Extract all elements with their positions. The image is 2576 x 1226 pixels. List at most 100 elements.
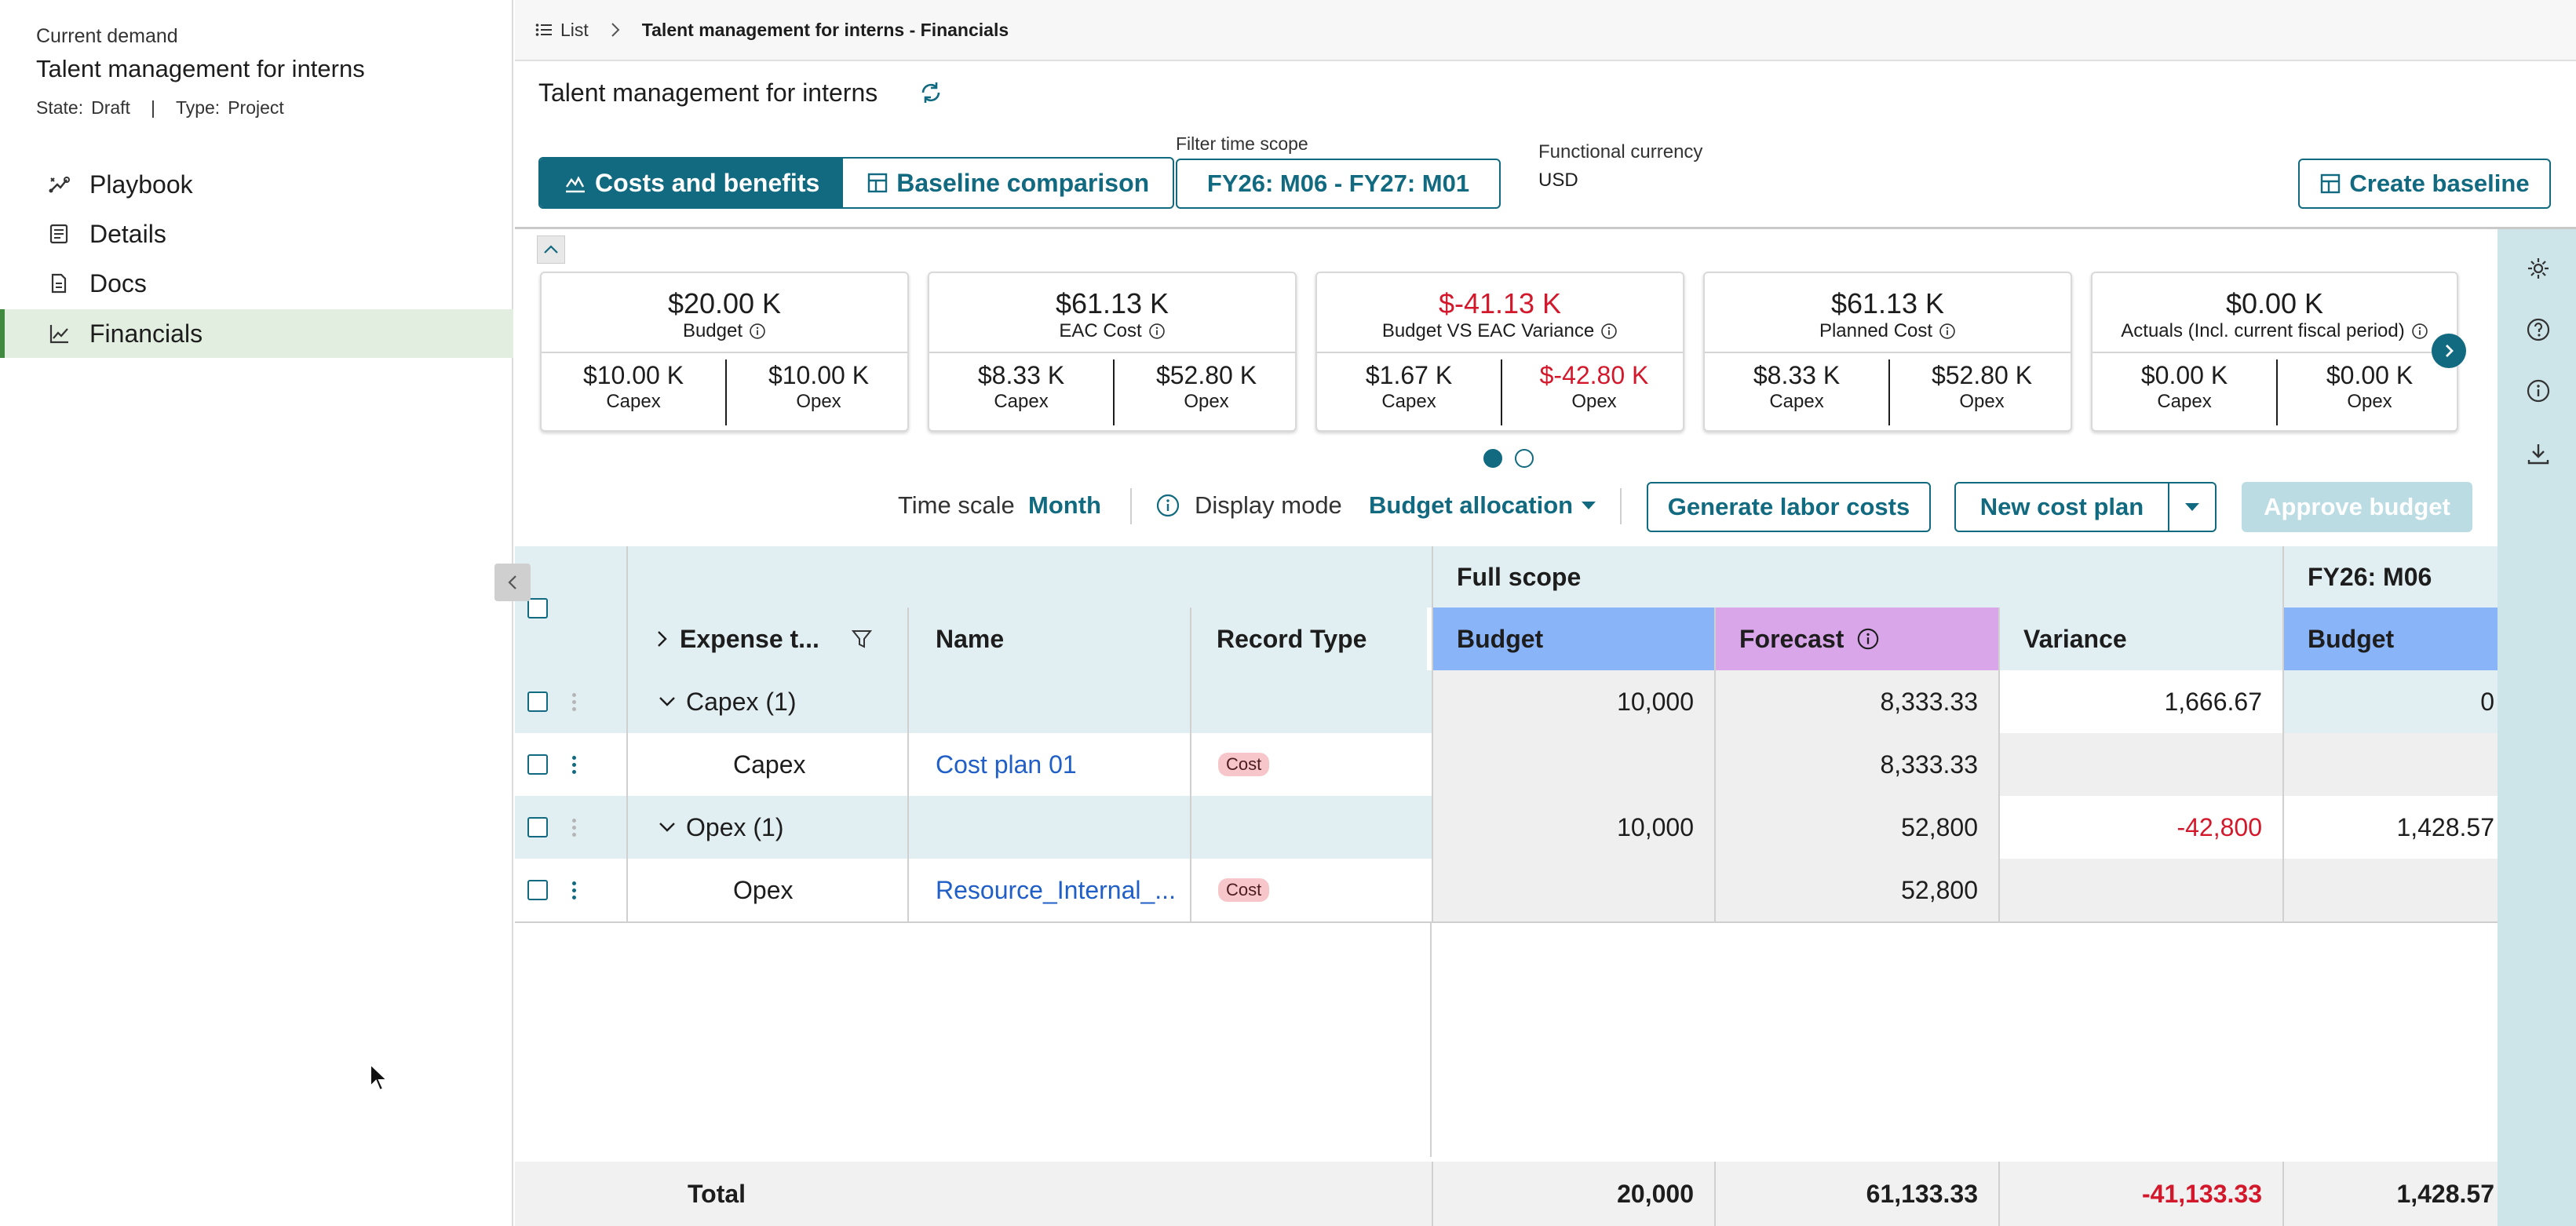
- expense-type-value: Capex (1): [686, 687, 797, 716]
- summary-card: $0.00 K Actuals (Incl. current fiscal per…: [2091, 272, 2458, 432]
- record-type-cell: Cost: [1190, 733, 1427, 796]
- budget-cell[interactable]: 10,000: [1432, 796, 1714, 859]
- carousel-next-button[interactable]: [2432, 334, 2466, 368]
- sidebar-item-docs[interactable]: Docs: [0, 259, 513, 308]
- expense-group-cell[interactable]: Opex (1): [626, 796, 907, 859]
- column-variance[interactable]: Variance: [1998, 608, 2282, 670]
- record-type-tag: Cost: [1218, 753, 1270, 776]
- info-icon[interactable]: [1600, 323, 1618, 340]
- record-type-tag: Cost: [1218, 878, 1270, 902]
- card-label: Budget: [542, 320, 907, 342]
- column-period-budget[interactable]: Budget: [2282, 608, 2498, 670]
- cost-plan-link[interactable]: Resource_Internal_...: [936, 875, 1176, 904]
- carousel-dot-2[interactable]: [1515, 449, 1534, 468]
- name-cell[interactable]: Resource_Internal_...: [907, 859, 1190, 921]
- sidebar-item-label: Financials: [89, 319, 203, 348]
- column-name[interactable]: Name: [907, 608, 1190, 670]
- tab-label: Costs and benefits: [595, 168, 820, 197]
- row-actions-icon[interactable]: [562, 796, 586, 859]
- row-checkbox[interactable]: [526, 733, 549, 796]
- info-icon[interactable]: [1939, 323, 1956, 340]
- info-icon[interactable]: [2526, 378, 2551, 403]
- chevron-down-icon[interactable]: [658, 821, 677, 834]
- info-icon[interactable]: [749, 323, 766, 340]
- card-label: Budget VS EAC Variance: [1317, 320, 1683, 342]
- playbook-icon: [47, 173, 71, 196]
- create-baseline-button[interactable]: Create baseline: [2298, 159, 2551, 209]
- display-mode-dropdown[interactable]: Budget allocation: [1369, 491, 1596, 520]
- forecast-cell: 52,800: [1714, 859, 1998, 921]
- tab-baseline-comparison[interactable]: Baseline comparison: [843, 159, 1173, 207]
- carousel-dot-1[interactable]: [1483, 449, 1502, 468]
- card-value: $20.00 K: [667, 287, 782, 319]
- chevron-down-icon[interactable]: [658, 695, 677, 708]
- generate-labor-costs-button[interactable]: Generate labor costs: [1647, 482, 1931, 532]
- cost-plan-link[interactable]: Cost plan 01: [936, 750, 1077, 779]
- info-icon[interactable]: [2411, 323, 2428, 340]
- tab-costs-and-benefits[interactable]: Costs and benefits: [540, 159, 844, 207]
- forecast-cell: 52,800: [1714, 796, 1998, 859]
- demand-meta: State: Draft | Type: Project: [36, 97, 284, 119]
- view-tabs: Costs and benefits Baseline comparison: [538, 157, 1175, 209]
- sidebar-item-playbook[interactable]: Playbook: [0, 160, 513, 209]
- help-icon[interactable]: [2526, 317, 2551, 342]
- new-cost-plan-menu-button[interactable]: [2168, 482, 2217, 532]
- page-title: Talent management for interns: [538, 78, 878, 107]
- download-icon[interactable]: [2526, 441, 2551, 466]
- sidebar-item-financials[interactable]: Financials: [0, 309, 513, 358]
- budget-cell[interactable]: [1432, 733, 1714, 796]
- new-cost-plan-button[interactable]: New cost plan: [1954, 482, 2169, 532]
- total-period-budget: 1,428.57: [2282, 1162, 2498, 1226]
- row-checkbox[interactable]: [526, 670, 549, 733]
- create-baseline-label: Create baseline: [2349, 170, 2530, 197]
- row-actions-icon[interactable]: [562, 670, 586, 733]
- column-expense-type[interactable]: Expense t...: [626, 608, 907, 670]
- filter-icon[interactable]: [851, 628, 873, 650]
- column-forecast[interactable]: Forecast: [1714, 608, 1998, 670]
- period-budget-cell[interactable]: 0: [2282, 670, 2498, 733]
- gear-icon[interactable]: [2526, 256, 2551, 281]
- column-budget[interactable]: Budget: [1432, 608, 1714, 670]
- row-checkbox[interactable]: [526, 859, 549, 921]
- name-cell[interactable]: Cost plan 01: [907, 733, 1190, 796]
- card-divider: [1317, 352, 1683, 353]
- sidebar-item-label: Docs: [89, 268, 147, 297]
- column-record-type[interactable]: Record Type: [1190, 608, 1427, 670]
- time-scale-dropdown[interactable]: Month: [1028, 491, 1101, 519]
- budget-cell[interactable]: [1432, 859, 1714, 921]
- expense-type-value: Opex (1): [686, 812, 784, 841]
- row-actions-icon[interactable]: [562, 859, 586, 921]
- breadcrumb-list-link[interactable]: List: [535, 20, 589, 41]
- record-type-cell: [1190, 670, 1427, 733]
- card-capex-value: $8.33 K: [1753, 361, 1841, 389]
- select-all-checkbox[interactable]: [526, 597, 549, 620]
- period-budget-cell[interactable]: [2282, 859, 2498, 921]
- expense-group-cell[interactable]: Capex (1): [626, 670, 907, 733]
- refresh-icon[interactable]: [917, 78, 945, 107]
- page-header: Talent management for interns Costs and …: [515, 61, 2576, 229]
- sidebar-item-details[interactable]: Details: [0, 210, 513, 258]
- filter-time-scope-label: Filter time scope: [1176, 133, 1308, 154]
- filter-time-scope-button[interactable]: FY26: M06 - FY27: M01: [1176, 159, 1501, 209]
- row-actions-icon[interactable]: [562, 733, 586, 796]
- breadcrumb-list-label: List: [560, 19, 589, 40]
- main-area: List Talent management for interns - Fin…: [494, 0, 2576, 1226]
- info-icon[interactable]: [1856, 627, 1880, 651]
- info-icon[interactable]: [1155, 493, 1180, 518]
- info-icon[interactable]: [1148, 323, 1166, 340]
- card-opex-label: Opex: [796, 391, 841, 412]
- sidebar-overline: Current demand: [36, 25, 178, 47]
- budget-cell[interactable]: 10,000: [1432, 670, 1714, 733]
- card-opex-label: Opex: [1184, 391, 1229, 412]
- card-label-text: EAC Cost: [1059, 320, 1142, 341]
- period-budget-cell[interactable]: [2282, 733, 2498, 796]
- record-type-cell: Cost: [1190, 859, 1427, 921]
- collapse-cards-button[interactable]: [537, 235, 565, 264]
- collapse-grid-panel-button[interactable]: [494, 564, 531, 601]
- row-checkbox[interactable]: [526, 796, 549, 859]
- caret-down-icon: [1582, 502, 1596, 509]
- column-label: Forecast: [1739, 624, 1844, 653]
- breadcrumb: List Talent management for interns - Fin…: [515, 0, 2576, 61]
- card-opex-value: $52.80 K: [1155, 361, 1257, 389]
- period-budget-cell[interactable]: 1,428.57: [2282, 796, 2498, 859]
